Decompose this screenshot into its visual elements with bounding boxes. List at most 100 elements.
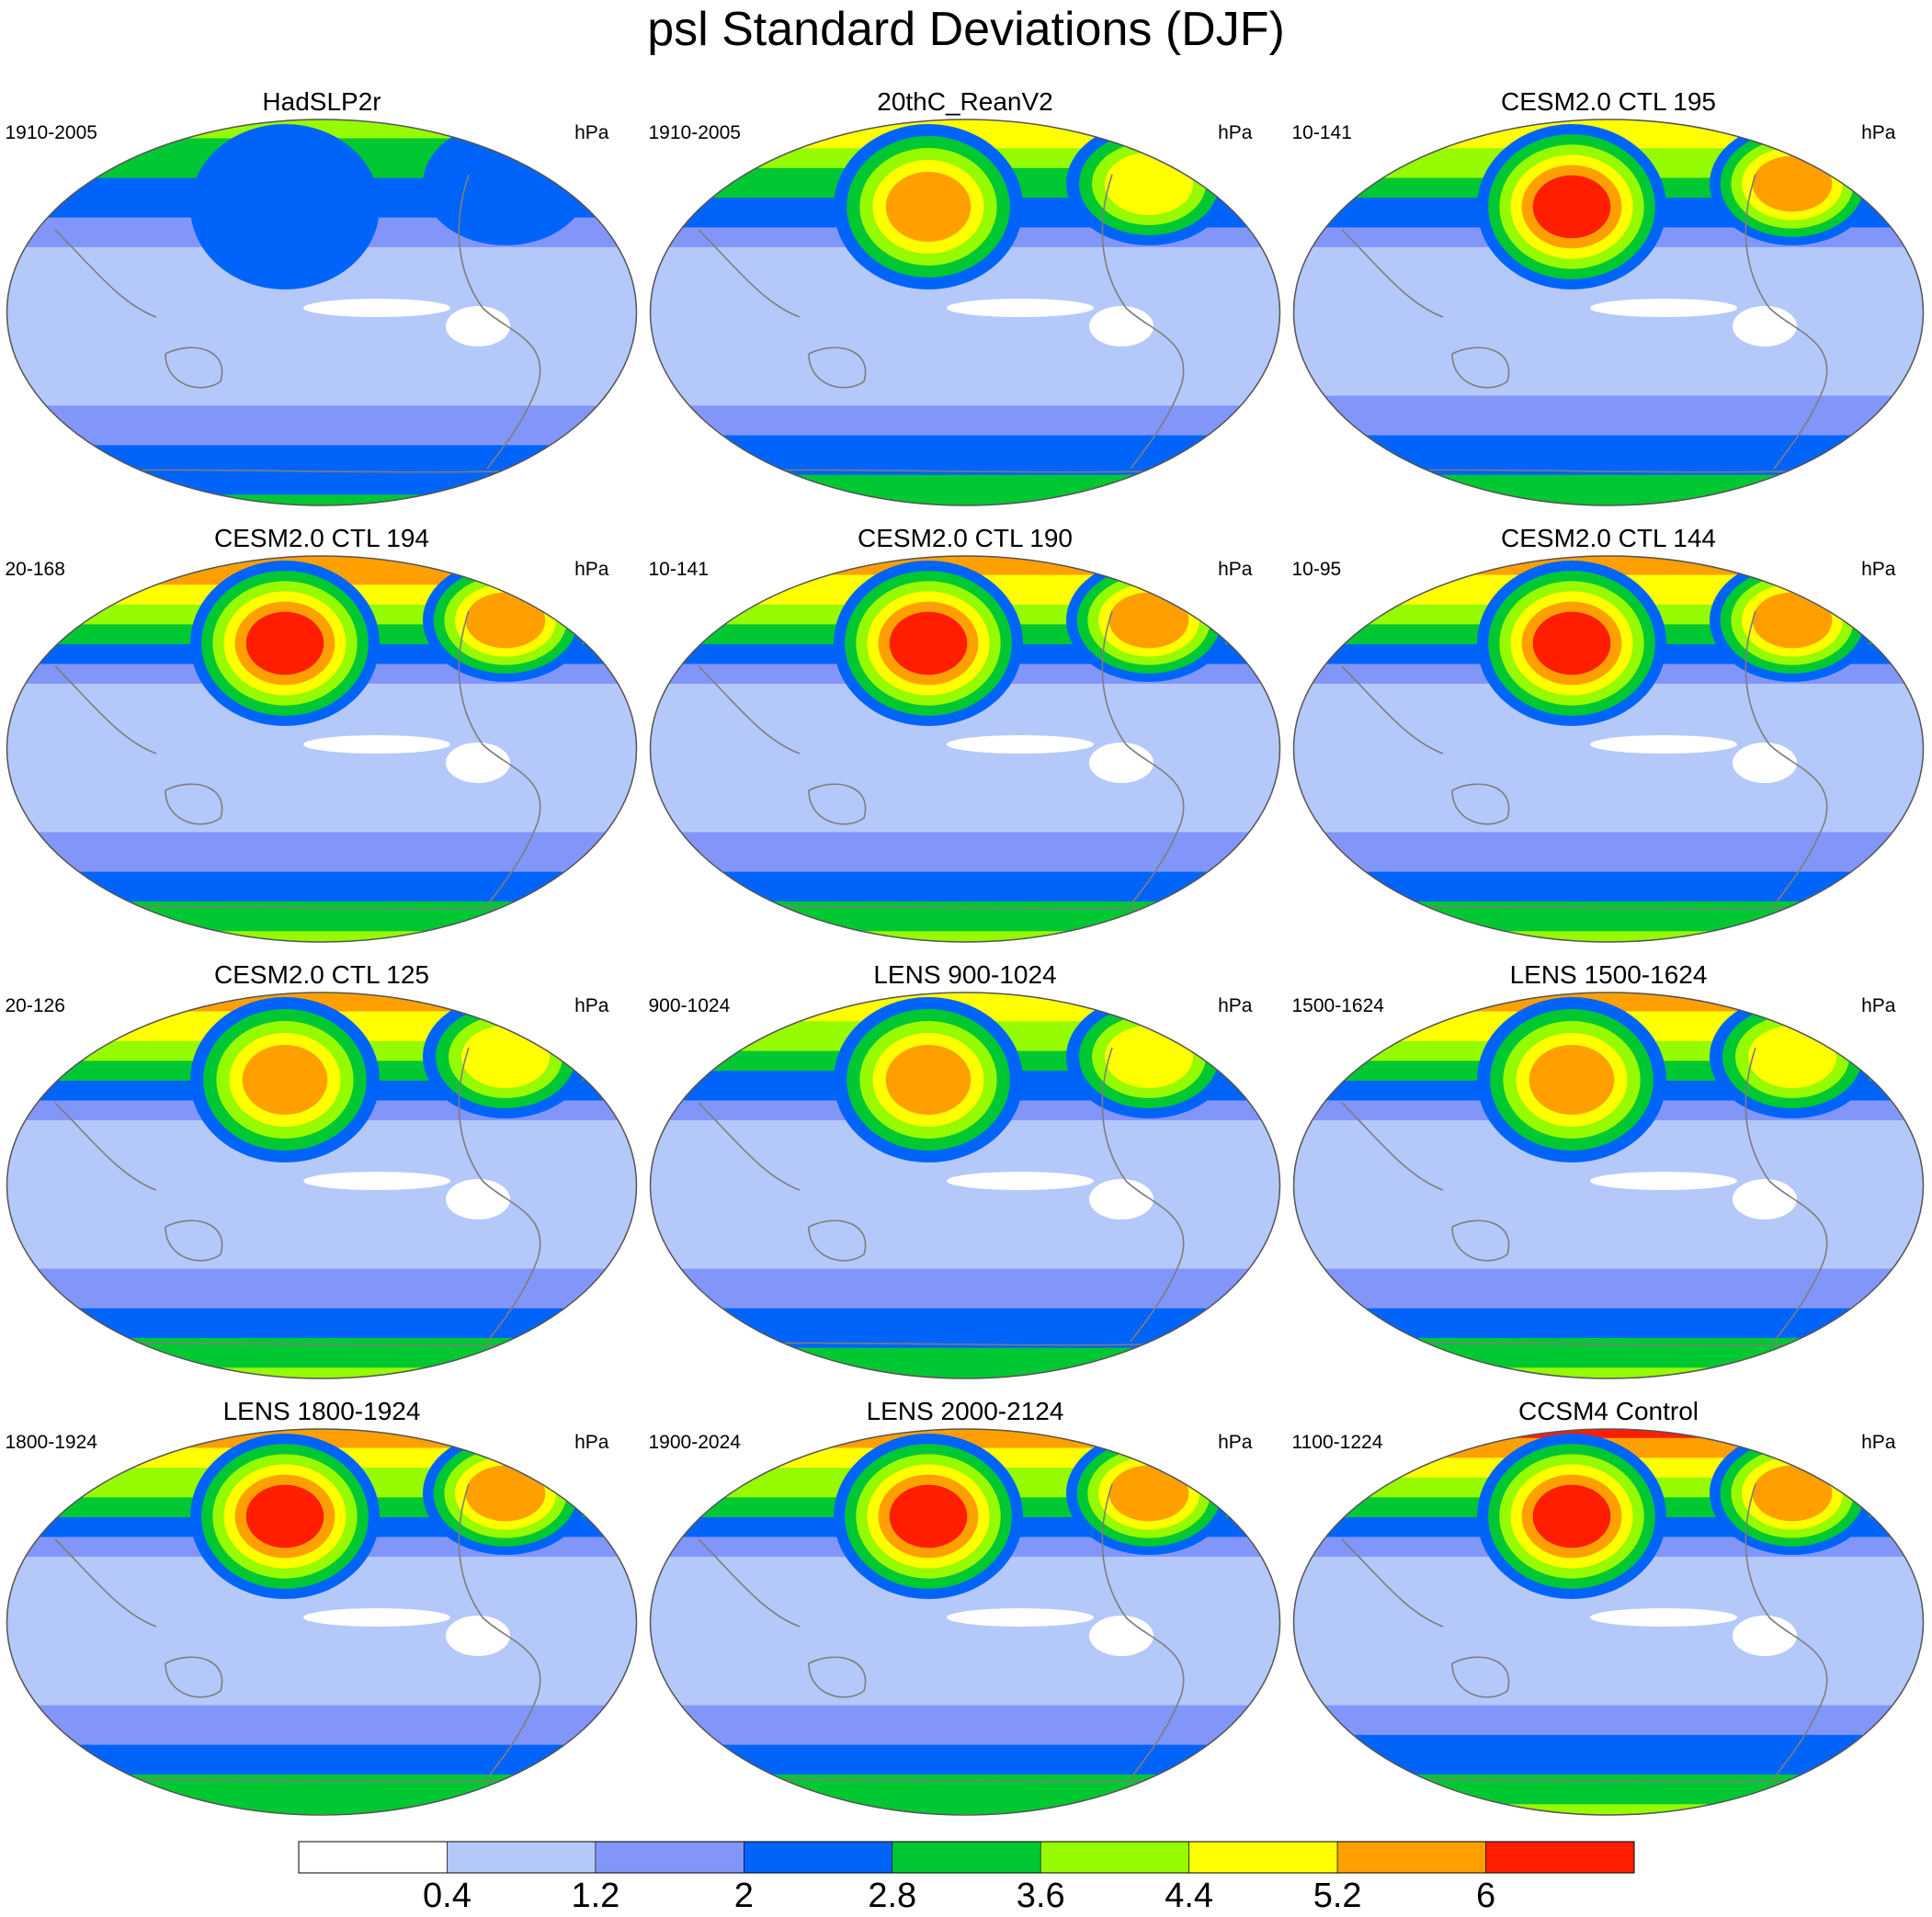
contour-band	[6, 911, 637, 924]
contour-band	[1752, 592, 1833, 649]
contour-band	[6, 494, 637, 505]
contour-band	[1733, 743, 1797, 783]
panel-unit-label: hPa	[574, 122, 609, 143]
contour-band	[6, 1199, 637, 1211]
map-panel	[6, 119, 637, 505]
contour-band	[650, 356, 1280, 368]
contour-band	[1293, 1229, 1924, 1241]
contour-band	[650, 832, 1280, 845]
coastline	[1101, 1483, 1185, 1779]
contour-band	[6, 1249, 637, 1261]
contour-band	[6, 287, 637, 299]
panel-period-label: 1910-2005	[5, 122, 97, 143]
colorbar-tick-label: 2.8	[868, 1877, 917, 1915]
contour-band	[1293, 1665, 1924, 1677]
colorbar-tick-label: 6	[1475, 1877, 1496, 1915]
contour-band	[6, 415, 637, 427]
contour-band	[6, 316, 637, 328]
contour-band	[446, 306, 510, 346]
contour-band	[6, 435, 637, 448]
contour-band	[650, 1429, 1280, 1440]
coastline	[458, 1483, 541, 1779]
contour-band	[1752, 1465, 1833, 1522]
contour-band	[1089, 1616, 1154, 1656]
contour-band	[1752, 155, 1833, 212]
contour-band	[461, 1026, 550, 1088]
contour-band	[650, 1734, 1280, 1747]
contour-band	[6, 931, 637, 942]
contour-band	[6, 1208, 637, 1221]
contour-band	[1293, 812, 1924, 824]
map-outline	[1292, 992, 1925, 1379]
contour-band	[650, 1278, 1280, 1290]
contour-band	[6, 1268, 637, 1281]
contour-band	[650, 405, 1280, 417]
colorbar-segment	[447, 1841, 597, 1874]
contour-band	[650, 1208, 1280, 1221]
contour-band	[6, 1239, 637, 1251]
coastline	[54, 665, 223, 825]
contour-band	[1293, 723, 1924, 735]
contour-band	[6, 1288, 637, 1300]
contour-band	[650, 1794, 1280, 1806]
contour-band	[650, 1784, 1280, 1797]
colorbar-tick-label: 5.2	[1313, 1877, 1362, 1915]
contour-band	[1293, 1794, 1924, 1806]
contour-band	[6, 1229, 637, 1241]
contour-band	[1293, 1318, 1924, 1330]
contour-band	[7, 1378, 637, 1390]
contour-band	[6, 1784, 637, 1797]
contour-band	[1293, 1189, 1924, 1201]
contour-band	[1293, 1347, 1924, 1360]
contour-band	[1293, 455, 1924, 467]
panel-unit-label: hPa	[574, 1432, 609, 1453]
contour-band	[650, 1596, 1280, 1608]
contour-band	[6, 1705, 637, 1718]
contour-band	[6, 119, 637, 130]
colorbar-segment	[744, 1841, 893, 1874]
contour-band	[650, 1626, 1280, 1638]
panel-period-label: 10-95	[1291, 559, 1342, 580]
contour-band	[6, 1804, 637, 1815]
map-outline	[649, 555, 1281, 943]
contour-band	[6, 395, 637, 408]
contour-band	[6, 326, 637, 338]
contour-band	[650, 556, 1280, 567]
contour-band	[650, 1318, 1280, 1330]
panel-title: CESM2.0 CTL 195	[1501, 87, 1716, 116]
panel-unit-label: hPa	[574, 995, 609, 1016]
contour-band	[303, 735, 450, 754]
contour-band	[1105, 1026, 1193, 1088]
contour-band	[6, 1429, 637, 1440]
contour-band	[1293, 385, 1924, 398]
contour-band	[650, 1239, 1280, 1251]
contour-band	[6, 445, 637, 457]
coastline	[458, 1047, 541, 1343]
contour-band	[889, 1484, 968, 1548]
contour-band	[1293, 326, 1924, 338]
contour-band	[1293, 1705, 1924, 1718]
colorbar-tick-label: 0.4	[423, 1877, 472, 1915]
contour-band	[6, 335, 637, 348]
colorbar-segment	[1336, 1841, 1486, 1874]
contour-band	[1293, 763, 1924, 775]
contour-band	[6, 1655, 637, 1668]
coastline	[458, 174, 541, 470]
colorbar-tick-label: 3.6	[1016, 1877, 1065, 1915]
contour-band	[6, 556, 637, 567]
contour-band	[6, 1308, 637, 1321]
contour-band	[245, 611, 324, 675]
contour-band	[6, 1367, 637, 1378]
colorbar-tick-label: 4.4	[1165, 1877, 1214, 1915]
contour-band	[650, 484, 1280, 496]
contour-band	[650, 852, 1280, 864]
contour-band	[1293, 425, 1924, 437]
contour-band	[6, 455, 637, 467]
contour-band	[1293, 1160, 1924, 1172]
coastline	[698, 1538, 867, 1698]
contour-band	[303, 1608, 450, 1627]
contour-band	[889, 611, 968, 675]
contour-band	[1293, 1429, 1924, 1440]
contour-band	[6, 346, 637, 358]
contour-band	[1293, 1764, 1924, 1776]
